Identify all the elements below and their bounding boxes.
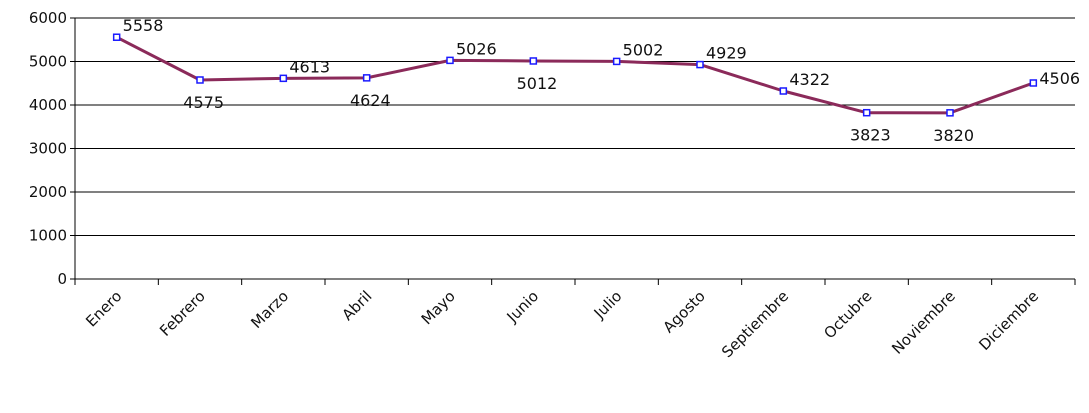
y-tick-label: 3000: [29, 140, 67, 158]
data-label: 4322: [789, 70, 830, 89]
data-label: 4575: [183, 93, 224, 112]
x-tick-label: Junio: [503, 287, 542, 326]
data-label: 3823: [850, 126, 891, 145]
x-tick-label: Febrero: [156, 287, 209, 340]
x-tick-label: Diciembre: [975, 287, 1042, 354]
data-label: 3820: [933, 126, 974, 145]
data-label: 5026: [456, 39, 497, 58]
x-tick-label: Septiembre: [718, 287, 792, 361]
y-tick-label: 2000: [29, 183, 67, 201]
x-tick-label: Octubre: [820, 287, 875, 342]
data-point-marker: [862, 108, 871, 117]
data-label: 5558: [123, 16, 164, 35]
x-tick-label: Agosto: [659, 287, 708, 336]
series-layer: [112, 33, 1038, 117]
x-tick-label: Julio: [590, 287, 626, 323]
x-tick-label: Mayo: [418, 287, 459, 328]
data-point-marker: [446, 56, 454, 65]
y-tick-label: 4000: [29, 96, 67, 114]
data-label: 4506: [1039, 69, 1080, 88]
x-tick-label: Marzo: [247, 287, 292, 332]
x-axis-ticks: Enero Febrero Marzo Abril Mayo Junio Julio Agos…: [74, 279, 1076, 361]
y-tick-label: 5000: [29, 53, 67, 71]
series-line: [115, 35, 1034, 115]
data-label: 4929: [706, 44, 747, 63]
data-label: 5012: [517, 74, 558, 93]
gridlines: [75, 17, 1075, 236]
data-point-marker: [696, 60, 704, 69]
data-point-marker: [196, 76, 204, 84]
data-point-marker: [279, 74, 288, 83]
x-tick-label: Enero: [82, 287, 125, 330]
data-point-marker: [779, 87, 788, 95]
data-label: 5002: [623, 40, 664, 59]
data-labels: 5558 4575 4613 4624 5026 5012 5002 4929 4322 3823…: [123, 16, 1080, 145]
data-label: 4624: [350, 91, 391, 110]
data-point-marker: [362, 74, 371, 82]
x-tick-label: Noviembre: [888, 287, 959, 358]
data-point-marker: [529, 57, 538, 65]
data-label: 4613: [289, 57, 330, 76]
y-axis-ticks: 0 1000 2000 3000 4000 5000 6000: [29, 9, 75, 288]
x-tick-label: Abril: [339, 287, 376, 324]
data-point-marker: [612, 57, 621, 66]
data-point-marker: [112, 33, 121, 41]
y-tick-label: 0: [57, 270, 67, 288]
data-point-marker: [1029, 79, 1038, 87]
data-point-marker: [946, 109, 954, 117]
y-tick-label: 6000: [29, 9, 67, 27]
y-tick-label: 1000: [29, 227, 67, 245]
